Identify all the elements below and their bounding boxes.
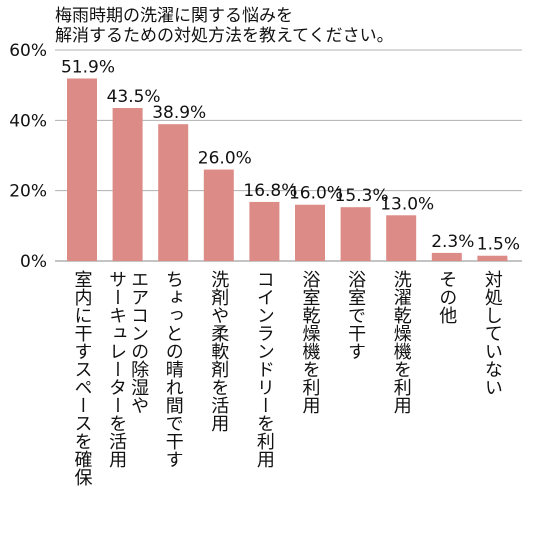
category-label: 対処していない bbox=[482, 270, 503, 396]
chart-title-line: 解消するための対処方法を教えてください。 bbox=[55, 26, 394, 46]
category-label: ちょっとの晴れ間で干す bbox=[163, 270, 184, 468]
y-tick-label: 60% bbox=[9, 41, 47, 61]
data-label: 1.5% bbox=[477, 235, 520, 255]
bar bbox=[112, 108, 143, 262]
category-label: 浴室で干す bbox=[345, 270, 366, 360]
y-tick-label: 0% bbox=[20, 252, 47, 272]
bar bbox=[431, 252, 462, 261]
category-label: サーキュレーターを活用 bbox=[106, 270, 127, 468]
chart-title-line: 梅雨時期の洗濯に関する悩みを bbox=[55, 6, 293, 26]
bar bbox=[295, 204, 325, 261]
category-label: 洗濯乾燥機を利用 bbox=[391, 270, 412, 414]
bars bbox=[67, 78, 508, 262]
bar bbox=[340, 207, 371, 261]
data-label: 38.9% bbox=[152, 103, 206, 123]
y-tick-label: 20% bbox=[9, 182, 47, 202]
category-label: 室内に干すスペースを確保 bbox=[72, 270, 93, 486]
data-labels: 51.9% 43.5%38.9% 26.0% 16.8%16.0%15.3%13.0%… bbox=[61, 57, 520, 254]
category-label: 洗剤や柔軟剤を活用 bbox=[208, 270, 229, 432]
data-label: 15.3% bbox=[335, 186, 389, 206]
bar bbox=[386, 215, 417, 261]
bar bbox=[477, 255, 508, 261]
y-axis: 0% 20% 40% 60% bbox=[9, 41, 47, 272]
category-label: その他 bbox=[436, 270, 457, 324]
bar bbox=[249, 201, 280, 261]
data-label: 26.0% bbox=[198, 149, 252, 169]
bar bbox=[158, 124, 189, 262]
category-label: コインランドリーを利用 bbox=[254, 270, 275, 468]
y-tick-label: 40% bbox=[9, 111, 47, 131]
bar bbox=[67, 78, 97, 261]
category-label: エアコンの除湿や bbox=[128, 270, 149, 414]
data-label: 16.8% bbox=[243, 181, 297, 201]
category-label: 浴室乾燥機を利用 bbox=[300, 270, 321, 414]
data-label: 16.0% bbox=[289, 184, 343, 204]
data-label: 2.3% bbox=[431, 232, 474, 252]
data-label: 43.5% bbox=[107, 87, 161, 107]
data-label: 51.9% bbox=[61, 57, 115, 77]
data-label: 13.0% bbox=[380, 194, 434, 214]
bar bbox=[203, 169, 234, 261]
